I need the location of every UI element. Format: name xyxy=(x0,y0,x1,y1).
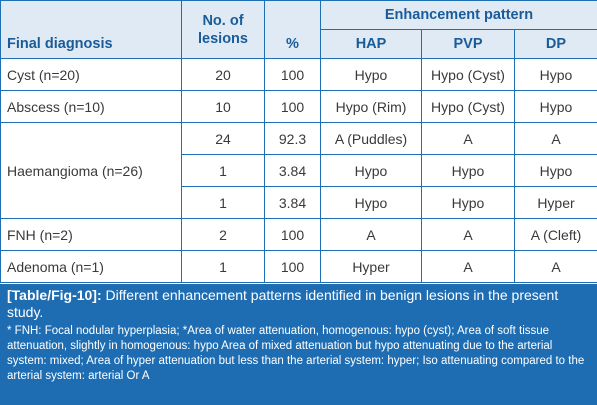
cell-lesions: 10 xyxy=(181,90,265,123)
cell-hap: Hypo xyxy=(320,186,422,219)
table-row: Abscess (n=10) 10 100 Hypo (Rim) Hypo (C… xyxy=(0,90,597,123)
cell-diagnosis: FNH (n=2) xyxy=(0,218,182,251)
cell-hap: Hypo (Rim) xyxy=(320,90,422,123)
cell-dp: A (Cleft) xyxy=(514,218,597,251)
cell-dp: A xyxy=(514,250,597,283)
cell-lesions: 2 xyxy=(181,218,265,251)
cell-diagnosis: Cyst (n=20) xyxy=(0,58,182,91)
cell-hap: Hypo xyxy=(320,154,422,187)
cell-diagnosis: Adenoma (n=1) xyxy=(0,250,182,283)
cell-lesions: 20 xyxy=(181,58,265,91)
cell-hap: Hypo xyxy=(320,58,422,91)
cell-pvp: A xyxy=(421,218,515,251)
caption-text: Different enhancement patterns identifie… xyxy=(7,287,559,320)
cell-percent: 3.84 xyxy=(264,186,321,219)
cell-percent: 100 xyxy=(264,58,321,91)
caption-title: [Table/Fig-10]: Different enhancement pa… xyxy=(7,287,590,321)
header-percent: % xyxy=(264,0,321,59)
table-row: FNH (n=2) 2 100 A A A (Cleft) xyxy=(0,218,597,251)
cell-dp: Hyper xyxy=(514,186,597,219)
table-row: 1 3.84 Hypo Hypo Hypo xyxy=(1,154,597,187)
header-no-of-lesions: No. of lesions xyxy=(181,0,265,59)
caption-label: [Table/Fig-10]: xyxy=(7,287,102,303)
cell-percent: 92.3 xyxy=(264,122,321,155)
table-row: 1 3.84 Hypo Hypo Hyper xyxy=(1,186,597,219)
cell-dp: A xyxy=(514,122,597,155)
cell-dp: Hypo xyxy=(514,90,597,123)
header-hap: HAP xyxy=(320,29,422,59)
cell-lesions: 1 xyxy=(181,250,265,283)
cell-dp: Hypo xyxy=(514,58,597,91)
cell-diagnosis: Haemangioma (n=26) xyxy=(0,122,182,219)
cell-lesions: 1 xyxy=(181,186,265,219)
cell-hap: A (Puddles) xyxy=(320,122,422,155)
header-enhancement-pattern: Enhancement pattern xyxy=(320,0,597,30)
cell-percent: 100 xyxy=(264,250,321,283)
cell-lesions: 24 xyxy=(181,122,265,155)
caption-footnote: * FNH: Focal nodular hyperplasia; *Area … xyxy=(7,325,585,382)
header-final-diagnosis: Final diagnosis xyxy=(0,0,182,59)
cell-pvp: Hypo xyxy=(421,154,515,187)
cell-pvp: A xyxy=(421,122,515,155)
table-row: Cyst (n=20) 20 100 Hypo Hypo (Cyst) Hypo xyxy=(0,58,597,91)
cell-pvp: Hypo (Cyst) xyxy=(421,58,515,91)
figure-caption: [Table/Fig-10]: Different enhancement pa… xyxy=(0,284,597,405)
cell-percent: 100 xyxy=(264,218,321,251)
table-row: Adenoma (n=1) 1 100 Hyper A A xyxy=(0,250,597,283)
cell-percent: 100 xyxy=(264,90,321,123)
header-dp: DP xyxy=(514,29,597,59)
table-row: Haemangioma (n=26) 24 92.3 A (Puddles) A… xyxy=(0,122,597,219)
cell-hap: A xyxy=(320,218,422,251)
cell-diagnosis: Abscess (n=10) xyxy=(0,90,182,123)
cell-hap: Hyper xyxy=(320,250,422,283)
cell-pvp: Hypo xyxy=(421,186,515,219)
cell-pvp: Hypo (Cyst) xyxy=(421,90,515,123)
cell-percent: 3.84 xyxy=(264,154,321,187)
cell-lesions: 1 xyxy=(181,154,265,187)
cell-dp: Hypo xyxy=(514,154,597,187)
header-pvp: PVP xyxy=(421,29,515,59)
cell-pvp: A xyxy=(421,250,515,283)
enhancement-table: Final diagnosis No. of lesions % Enhance… xyxy=(0,0,597,283)
